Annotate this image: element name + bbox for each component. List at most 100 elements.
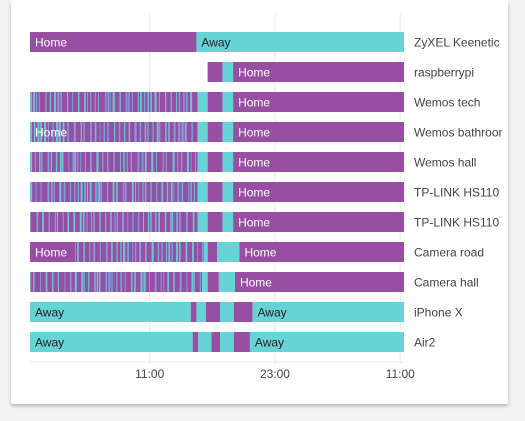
state-flicker — [179, 272, 182, 292]
state-flicker — [89, 152, 92, 172]
state-flicker — [194, 152, 197, 172]
state-segment-away[interactable] — [197, 212, 208, 232]
state-segment-home[interactable] — [207, 182, 223, 202]
state-segment-home[interactable] — [233, 62, 404, 82]
state-segment-away[interactable] — [198, 332, 212, 352]
state-flicker — [74, 272, 77, 292]
state-segment-away[interactable] — [197, 122, 208, 142]
state-flicker — [163, 272, 165, 292]
state-flicker — [161, 242, 163, 262]
state-segment-home[interactable] — [207, 122, 223, 142]
state-flicker — [191, 272, 194, 292]
state-segment-home[interactable] — [207, 92, 223, 112]
state-flicker — [107, 152, 109, 172]
state-flicker — [118, 122, 121, 142]
state-segment-away[interactable] — [30, 332, 193, 352]
state-flicker — [137, 92, 139, 112]
state-segment-away[interactable] — [217, 242, 240, 262]
state-flicker — [67, 212, 70, 232]
state-flicker — [98, 272, 101, 292]
state-segment-away[interactable] — [30, 302, 191, 322]
state-segment-home[interactable] — [233, 302, 253, 322]
x-tick-label: 23:00 — [260, 367, 290, 381]
state-segment-home[interactable] — [233, 92, 404, 112]
state-segment-away[interactable] — [222, 182, 234, 202]
state-segment-away[interactable] — [219, 302, 234, 322]
state-flicker — [116, 182, 118, 202]
state-flicker — [83, 122, 85, 142]
state-segment-home[interactable] — [190, 302, 197, 322]
state-flicker — [143, 92, 146, 112]
state-segment-home[interactable] — [207, 272, 219, 292]
state-segment-home[interactable] — [205, 302, 220, 322]
state-flicker — [190, 182, 193, 202]
state-flicker — [70, 272, 72, 292]
state-flicker — [74, 242, 76, 262]
state-segment-away[interactable] — [249, 332, 404, 352]
state-flicker — [158, 122, 161, 142]
state-flicker — [62, 122, 65, 142]
state-flicker — [154, 272, 157, 292]
state-segment-away[interactable] — [222, 92, 234, 112]
state-segment-away[interactable] — [219, 332, 234, 352]
state-flicker — [186, 152, 189, 172]
state-flicker — [98, 182, 101, 202]
state-flicker — [123, 152, 125, 172]
state-segment-home[interactable] — [239, 242, 404, 262]
state-segment-away[interactable] — [218, 272, 235, 292]
state-flicker — [166, 242, 168, 262]
state-segment-home[interactable] — [207, 62, 223, 82]
state-segment-away[interactable] — [202, 272, 208, 292]
state-flicker — [33, 272, 35, 292]
state-flicker — [59, 182, 62, 202]
timeline-row: Home TP-LINK HS110 — [30, 212, 499, 232]
state-flicker — [193, 272, 196, 292]
state-flicker — [90, 212, 93, 232]
state-segment-away[interactable] — [197, 182, 208, 202]
state-flicker — [102, 152, 104, 172]
state-flicker — [147, 122, 149, 142]
state-flicker — [103, 122, 106, 142]
state-flicker — [57, 92, 60, 112]
state-flicker — [96, 152, 99, 172]
state-segment-away[interactable] — [197, 92, 208, 112]
entity-label: ZyXEL Keenetic — [414, 36, 500, 50]
state-segment-home[interactable] — [30, 122, 198, 142]
state-segment-away[interactable] — [196, 302, 206, 322]
state-flicker — [40, 272, 41, 292]
state-flicker — [158, 212, 160, 232]
state-segment-home[interactable] — [30, 272, 203, 292]
state-flicker — [139, 122, 142, 142]
state-segment-away[interactable] — [222, 212, 234, 232]
state-segment-home[interactable] — [233, 122, 404, 142]
state-segment-home[interactable] — [233, 212, 404, 232]
state-segment-home[interactable] — [30, 32, 197, 52]
state-flicker — [47, 152, 50, 172]
state-segment-home[interactable] — [207, 242, 217, 262]
state-flicker — [124, 182, 127, 202]
state-segment-home[interactable] — [207, 152, 223, 172]
state-segment-away[interactable] — [222, 152, 234, 172]
state-flicker — [45, 272, 48, 292]
state-segment-away[interactable] — [197, 152, 208, 172]
state-segment-home[interactable] — [233, 332, 250, 352]
state-segment-home[interactable] — [207, 212, 223, 232]
segment-label: Home — [238, 96, 270, 110]
state-flicker — [62, 212, 64, 232]
state-flicker — [137, 152, 140, 172]
state-segment-away[interactable] — [222, 122, 234, 142]
state-flicker — [186, 272, 188, 292]
state-flicker — [150, 92, 152, 112]
state-segment-home[interactable] — [233, 152, 404, 172]
state-segment-home[interactable] — [192, 332, 199, 352]
state-flicker — [59, 152, 62, 172]
entity-label: Wemos tech — [414, 96, 480, 110]
state-segment-away[interactable] — [222, 62, 234, 82]
state-segment-home[interactable] — [233, 182, 404, 202]
state-segment-away[interactable] — [196, 32, 404, 52]
state-flicker — [167, 272, 170, 292]
state-flicker — [134, 122, 137, 142]
state-segment-home[interactable] — [211, 332, 220, 352]
state-segment-away[interactable] — [252, 302, 404, 322]
state-segment-home[interactable] — [234, 272, 404, 292]
